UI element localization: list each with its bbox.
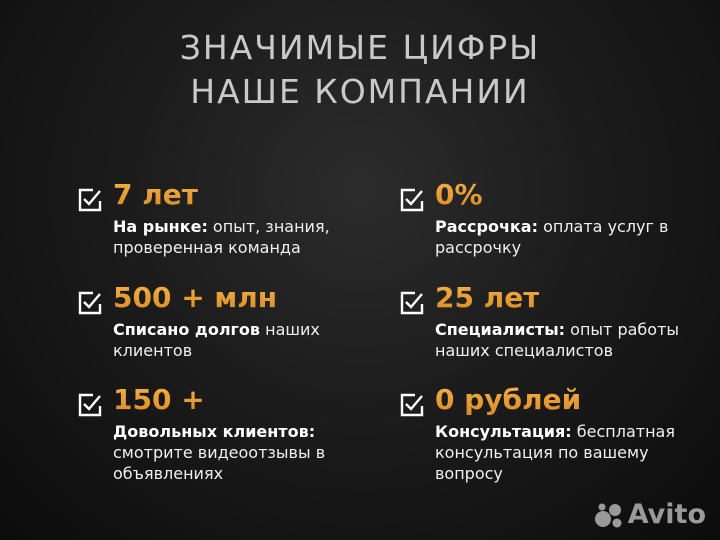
checkbox-checked-icon	[78, 291, 102, 315]
stat-description: Рассрочка: оплата услуг в рассрочку	[435, 216, 705, 258]
stat-value: 25 лет	[435, 281, 540, 314]
stat-text: смотрите видеоотзывы в объявлениях	[113, 443, 326, 483]
stat-label: Довольных клиентов:	[113, 422, 316, 441]
stat-description: На рынке: опыт, знания, проверенная кома…	[113, 216, 383, 258]
checkbox-checked-icon	[78, 188, 102, 212]
stat-description: Списано долгов наших клиентов	[113, 319, 383, 361]
stat-description: Довольных клиентов: смотрите видеоотзывы…	[113, 421, 383, 484]
stat-label: Специалисты:	[435, 320, 566, 339]
stat-description: Специалисты: опыт работы наших специалис…	[435, 319, 705, 361]
stat-text: опыт, знания, проверенная команда	[113, 217, 330, 257]
avito-logo: Avito	[594, 499, 706, 530]
stat-value: 150 +	[113, 383, 205, 416]
stat-label: Списано долгов	[113, 320, 261, 339]
stat-text: оплата услуг в рассрочку	[435, 217, 669, 257]
stat-label: Рассрочка:	[435, 217, 538, 236]
stat-text: наших клиентов	[113, 320, 320, 360]
stat-description: Консультация: бесплатная консультация по…	[435, 421, 705, 484]
avito-logo-text: Avito	[627, 499, 706, 530]
stat-value: 0 рублей	[435, 383, 582, 416]
checkbox-checked-icon	[78, 393, 102, 417]
checkbox-checked-icon	[400, 291, 424, 315]
stat-value: 0%	[435, 178, 483, 211]
checkbox-checked-icon	[400, 393, 424, 417]
avito-dots-icon	[594, 503, 622, 527]
stat-label: На рынке:	[113, 217, 208, 236]
stat-label: Консультация:	[435, 422, 572, 441]
title-line-2: НАШЕ КОМПАНИИ	[190, 72, 530, 111]
stat-text: опыт работы наших специалистов	[435, 320, 680, 360]
checkbox-checked-icon	[400, 188, 424, 212]
stat-text: бесплатная консультация по вашему вопрос…	[435, 422, 675, 483]
title-line-1: ЗНАЧИМЫЕ ЦИФРЫ	[179, 28, 541, 67]
stat-value: 500 + млн	[113, 281, 278, 314]
stat-value: 7 лет	[113, 178, 198, 211]
